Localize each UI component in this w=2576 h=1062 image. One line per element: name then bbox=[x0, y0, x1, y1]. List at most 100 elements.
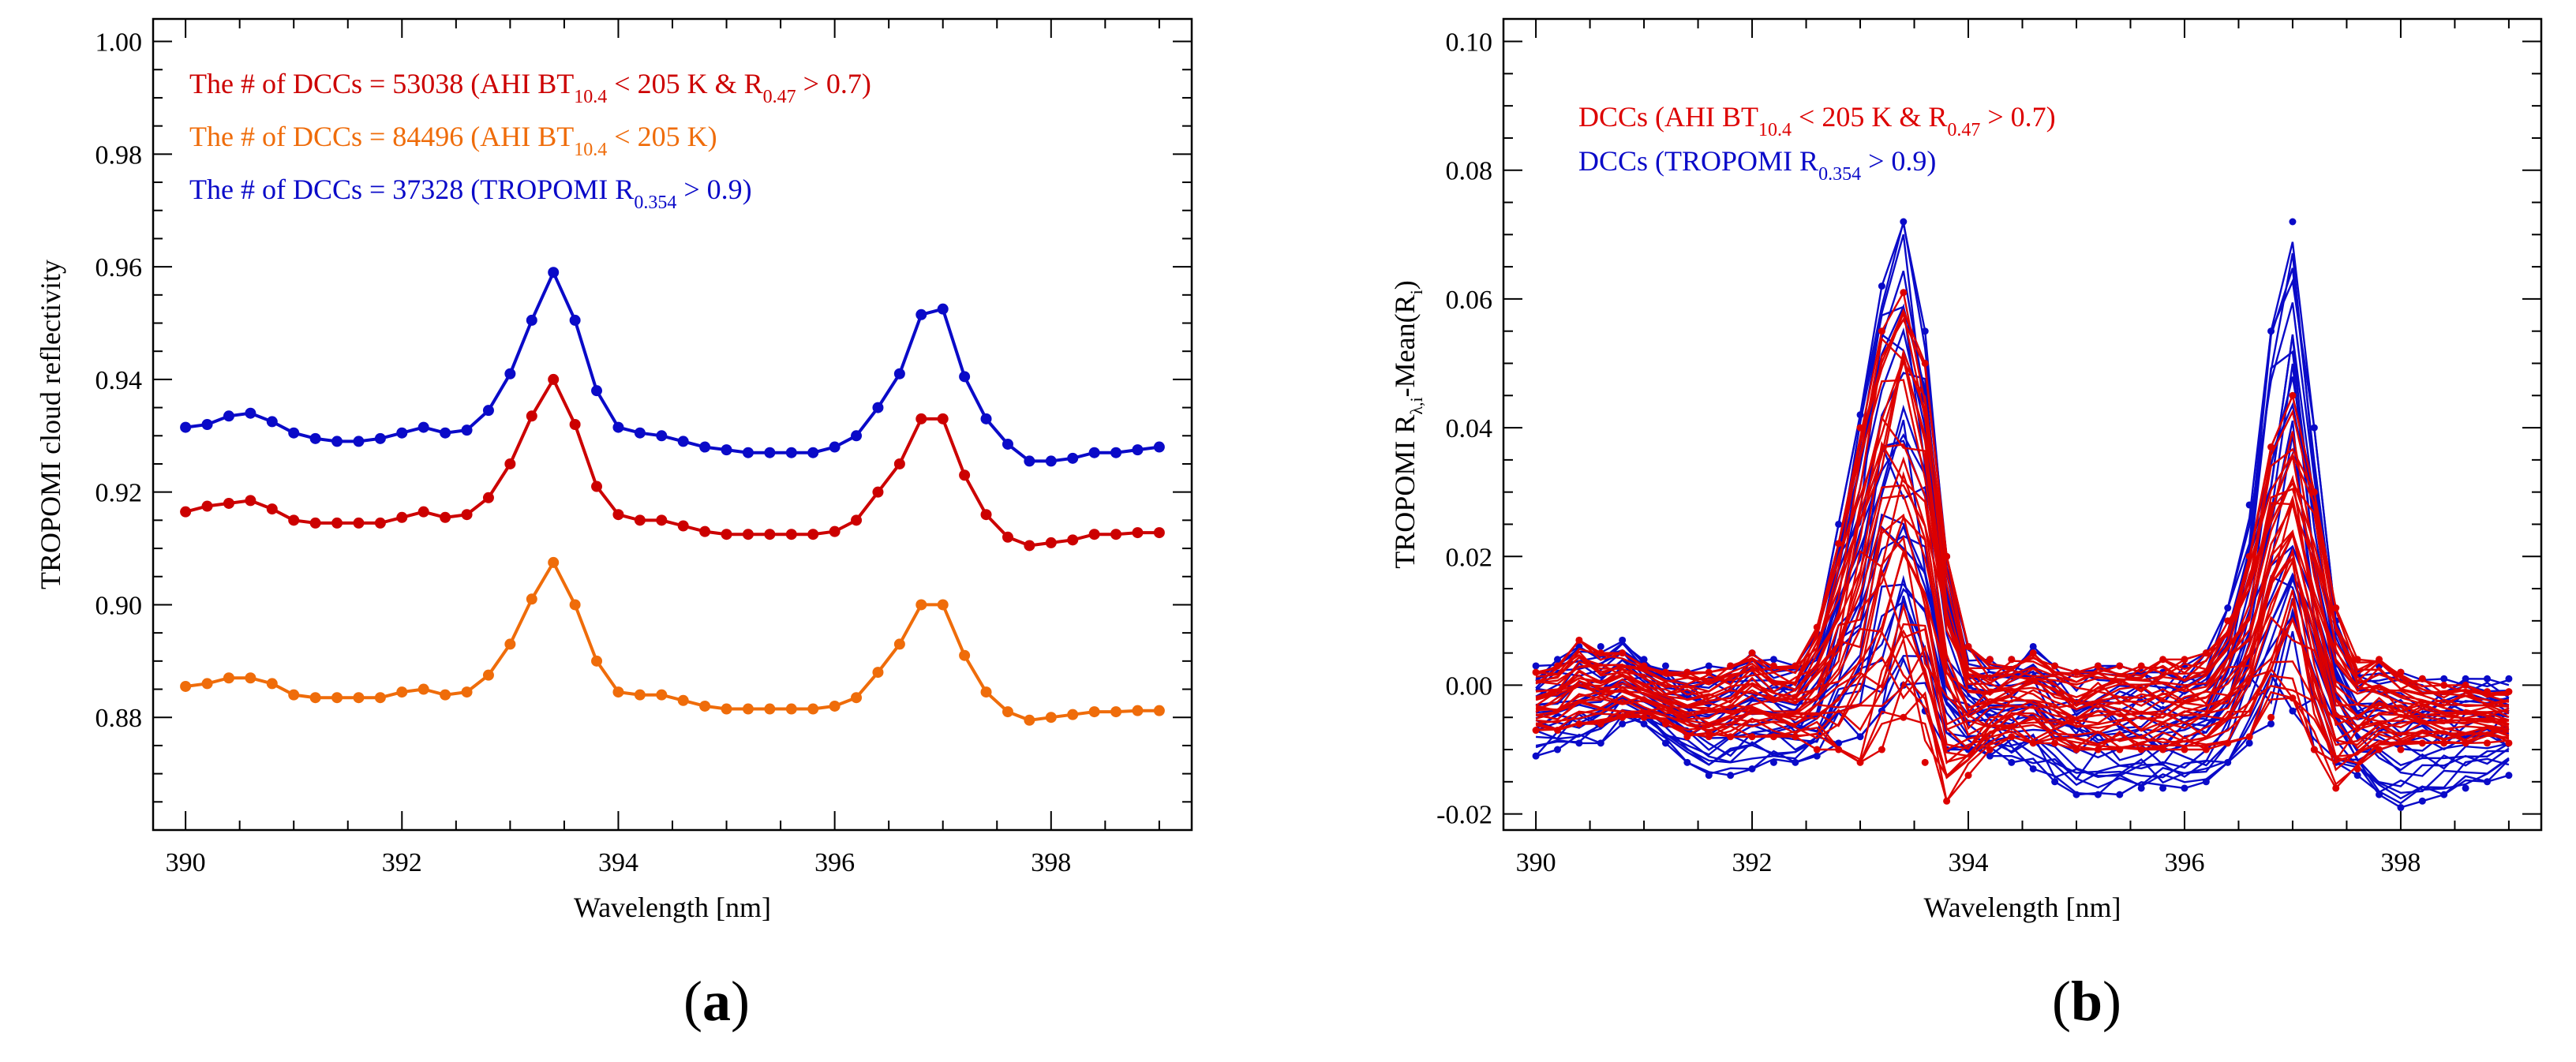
data-point bbox=[2267, 713, 2275, 721]
y-axis-label: TROPOMI Rλ,i-Mean(Ri) bbox=[1389, 280, 1426, 568]
data-point bbox=[482, 669, 494, 681]
series-1 bbox=[1532, 289, 2513, 805]
data-point bbox=[1619, 713, 1627, 721]
legend-entry: The # of DCCs = 84496 (AHI BT10.4 < 205 … bbox=[189, 121, 717, 160]
data-point bbox=[612, 686, 624, 698]
data-point bbox=[1792, 733, 1799, 741]
series-line bbox=[1535, 303, 2510, 718]
data-point bbox=[591, 655, 603, 667]
data-point bbox=[2418, 675, 2426, 682]
data-point bbox=[266, 416, 278, 428]
series-line bbox=[1535, 348, 2509, 708]
y-tick-label: 0.00 bbox=[1446, 671, 1493, 701]
data-point bbox=[1045, 455, 1057, 467]
data-point bbox=[417, 421, 429, 433]
data-point bbox=[2440, 739, 2448, 747]
data-point bbox=[2137, 746, 2145, 753]
data-point bbox=[1153, 527, 1165, 539]
series-line bbox=[1535, 484, 2510, 715]
data-point bbox=[1575, 739, 1583, 747]
data-point bbox=[2397, 746, 2405, 753]
data-point bbox=[656, 430, 668, 442]
data-point bbox=[785, 703, 797, 715]
data-point bbox=[1067, 709, 1079, 720]
data-point bbox=[353, 517, 365, 529]
data-point bbox=[1835, 746, 1843, 753]
data-point bbox=[1002, 706, 1013, 718]
data-point bbox=[656, 514, 668, 526]
legend-entry: The # of DCCs = 37328 (TROPOMI R0.354 > … bbox=[189, 174, 752, 213]
data-point bbox=[526, 410, 537, 422]
data-point bbox=[937, 303, 949, 315]
y-tick-label: 0.06 bbox=[1446, 286, 1493, 315]
y-tick-label: 0.90 bbox=[95, 591, 143, 620]
data-point bbox=[1878, 327, 1885, 335]
data-point bbox=[872, 486, 884, 498]
series-line bbox=[1535, 671, 2510, 800]
data-point bbox=[1900, 218, 1908, 226]
data-point bbox=[1532, 668, 1540, 676]
data-point bbox=[872, 402, 884, 413]
x-tick-label: 394 bbox=[1949, 848, 1989, 877]
data-point bbox=[180, 506, 192, 518]
data-point bbox=[612, 421, 624, 433]
panel-a: 390 392 394 396 398 0.88 0.90 0.92 0.94 0.96 0.98 1… bbox=[35, 17, 1193, 923]
data-point bbox=[807, 529, 819, 540]
data-point bbox=[1110, 529, 1122, 540]
data-point bbox=[829, 441, 841, 453]
series-line bbox=[185, 376, 1159, 548]
data-point bbox=[1835, 739, 1843, 747]
x-tick-label: 392 bbox=[382, 848, 422, 877]
data-point bbox=[1705, 662, 1713, 670]
data-point bbox=[699, 700, 711, 712]
data-point bbox=[374, 517, 386, 529]
series-line bbox=[1535, 494, 2510, 718]
data-point bbox=[764, 529, 776, 540]
y-tick-label: 0.88 bbox=[95, 704, 143, 733]
data-point bbox=[2137, 662, 2145, 670]
caption-a: (a) bbox=[683, 970, 750, 1033]
data-point bbox=[807, 447, 819, 458]
data-point bbox=[353, 436, 365, 447]
data-point bbox=[2029, 642, 2037, 650]
data-point bbox=[245, 407, 256, 419]
series-line bbox=[185, 268, 1160, 463]
data-point bbox=[1110, 447, 1122, 458]
data-point bbox=[2159, 656, 2167, 664]
panel-b: 390 392 394 396 398 -0.02 0.00 0.02 0.04 0.06 0.08… bbox=[1389, 17, 2543, 923]
data-point bbox=[1792, 662, 1799, 670]
x-tick-label: 392 bbox=[1732, 848, 1773, 877]
data-point bbox=[1748, 733, 1756, 741]
data-point bbox=[1792, 758, 1799, 766]
data-point bbox=[851, 430, 863, 442]
data-point bbox=[1986, 752, 1994, 760]
data-point bbox=[1597, 720, 1604, 727]
data-point bbox=[2008, 758, 2016, 766]
data-point bbox=[980, 413, 992, 424]
data-point bbox=[245, 672, 256, 684]
x-tick-label: 390 bbox=[166, 848, 206, 877]
data-point bbox=[1835, 520, 1843, 528]
series-line bbox=[1535, 379, 2510, 708]
data-point bbox=[266, 678, 278, 690]
data-point bbox=[2505, 675, 2513, 682]
data-point bbox=[288, 427, 300, 439]
data-point bbox=[1088, 529, 1100, 540]
x-tick-label: 398 bbox=[1031, 848, 1071, 877]
data-point bbox=[742, 529, 754, 540]
data-point bbox=[223, 672, 234, 684]
data-point bbox=[2181, 784, 2188, 792]
y-tick-label: 0.08 bbox=[1446, 157, 1493, 186]
data-point bbox=[2353, 772, 2361, 780]
data-point bbox=[1088, 447, 1100, 458]
series-line bbox=[1536, 221, 2509, 693]
data-point bbox=[1705, 668, 1713, 676]
data-point bbox=[223, 497, 234, 509]
data-point bbox=[2505, 739, 2513, 747]
data-point bbox=[1661, 668, 1669, 676]
data-point bbox=[331, 692, 343, 704]
x-tick-label: 396 bbox=[2164, 848, 2204, 877]
data-point bbox=[2505, 688, 2513, 696]
data-point bbox=[699, 441, 711, 453]
data-point bbox=[1619, 720, 1627, 727]
